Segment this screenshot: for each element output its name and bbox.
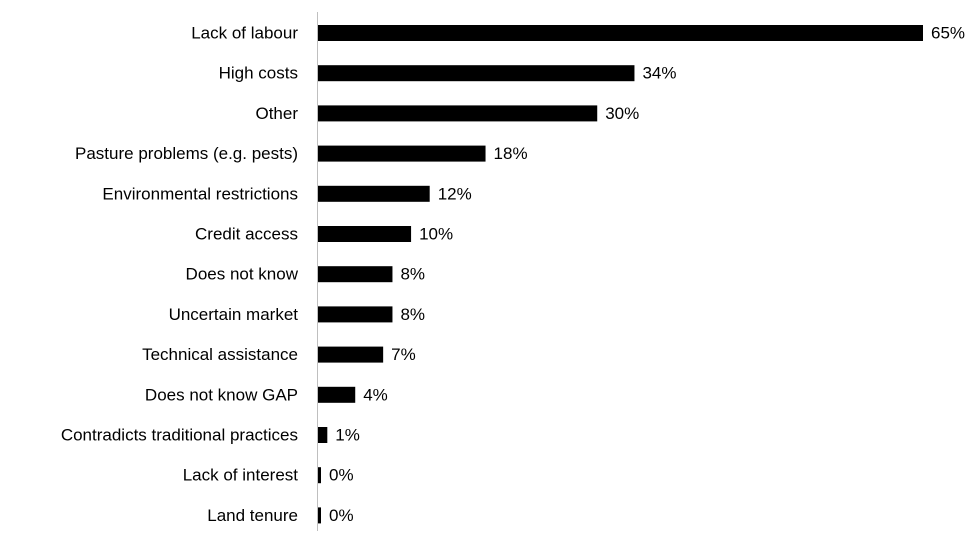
value-label: 12% <box>438 184 472 203</box>
value-label: 10% <box>419 225 453 244</box>
value-label: 1% <box>335 426 360 445</box>
bar <box>318 25 923 41</box>
value-label: 34% <box>642 64 676 83</box>
category-label: Other <box>255 104 298 123</box>
category-label: Technical assistance <box>142 345 298 364</box>
category-label: Credit access <box>195 225 298 244</box>
category-label: Pasture problems (e.g. pests) <box>75 144 298 163</box>
category-label: Uncertain market <box>169 305 299 324</box>
bar <box>318 427 328 443</box>
bar <box>318 226 412 242</box>
bar <box>318 346 384 363</box>
bar <box>318 185 430 202</box>
category-label: Lack of interest <box>183 466 299 485</box>
value-label: 4% <box>363 385 388 404</box>
value-label: 18% <box>494 144 528 163</box>
bar <box>318 386 356 403</box>
value-label: 8% <box>400 265 425 284</box>
bar <box>318 507 321 524</box>
value-label: 8% <box>400 305 425 324</box>
bars-layer: Lack of labour 65% High costs 34% Other 30% Pa… <box>61 24 965 525</box>
category-label: Contradicts traditional practices <box>61 426 298 445</box>
value-label: 7% <box>391 345 416 364</box>
value-label: 0% <box>329 466 354 485</box>
bar <box>318 65 635 82</box>
category-label: Does not know <box>186 265 299 284</box>
value-label: 65% <box>931 24 965 43</box>
category-label: Land tenure <box>207 506 298 525</box>
bar <box>318 145 486 162</box>
bar <box>318 105 598 122</box>
value-label: 0% <box>329 506 354 525</box>
category-label: High costs <box>219 64 298 83</box>
bar <box>318 306 393 323</box>
bar <box>318 467 321 484</box>
category-label: Environmental restrictions <box>102 184 298 203</box>
bar <box>318 266 393 283</box>
value-label: 30% <box>605 104 639 123</box>
category-label: Lack of labour <box>191 24 298 43</box>
category-label: Does not know GAP <box>145 385 298 404</box>
